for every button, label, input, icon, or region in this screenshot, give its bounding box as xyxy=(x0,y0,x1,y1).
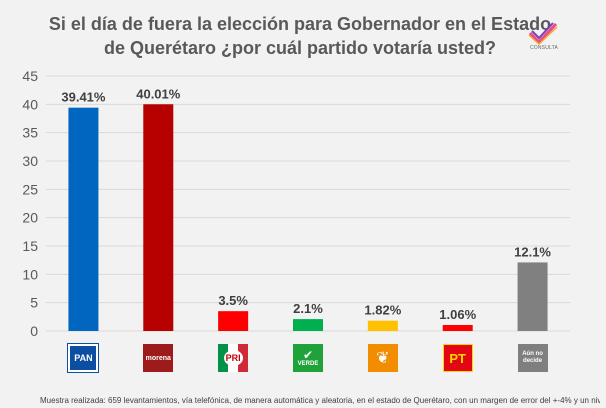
y-tick-label: 30 xyxy=(22,153,38,169)
bar xyxy=(517,262,548,331)
verde-logo: ✔ VERDE xyxy=(293,344,323,372)
gridlines xyxy=(46,75,570,332)
x-tick-label: PAN xyxy=(74,353,93,363)
pri-logo: PRI xyxy=(218,344,249,372)
bar xyxy=(143,104,174,331)
y-tick-label: 35 xyxy=(22,125,38,141)
toucan-icon: ✔ xyxy=(302,348,314,362)
bar xyxy=(218,311,249,331)
y-tick-label: 40 xyxy=(22,96,38,112)
bars xyxy=(68,104,548,331)
data-labels: 39.41% 40.01% 3.5% 2.1% 1.82% 1.06% 12.1% xyxy=(61,86,551,322)
x-tick-label: PT xyxy=(449,350,467,366)
chart-title: Si el día de fuera la elección para Gobe… xyxy=(48,14,552,58)
data-label: 39.41% xyxy=(61,90,106,105)
bar xyxy=(68,107,99,331)
y-tick-label: 0 xyxy=(30,323,38,339)
y-axis-ticks: 0 5 10 15 20 25 30 35 40 45 xyxy=(22,68,38,339)
data-label: 12.1% xyxy=(514,244,551,259)
undecided-logo: Aún no decide xyxy=(517,344,548,372)
consulta-logo: CONSULTA xyxy=(526,22,560,52)
x-tick-label: morena xyxy=(145,354,171,362)
footnote: Muestra realizada: 659 levantamientos, v… xyxy=(40,396,600,405)
y-tick-label: 25 xyxy=(22,181,38,197)
check-mark-icon xyxy=(528,22,558,46)
y-tick-label: 5 xyxy=(30,295,38,311)
data-label: 40.01% xyxy=(136,86,181,101)
bar xyxy=(293,319,323,331)
x-tick-label: Aún no decide xyxy=(522,351,543,364)
data-label: 3.5% xyxy=(218,293,248,308)
data-label: 2.1% xyxy=(293,301,323,316)
y-tick-label: 10 xyxy=(22,266,38,282)
eagle-icon: ❦ xyxy=(376,350,390,367)
x-tick-label: PRI xyxy=(223,350,243,366)
data-label: 1.82% xyxy=(364,303,401,318)
mc-logo: ❦ xyxy=(367,344,398,372)
pt-logo: PT xyxy=(442,344,473,372)
pan-logo: PAN xyxy=(67,343,100,373)
morena-logo: morena xyxy=(143,344,174,372)
data-label: 1.06% xyxy=(439,307,476,322)
y-tick-label: 45 xyxy=(22,68,38,84)
bar xyxy=(367,320,398,331)
y-tick-label: 15 xyxy=(22,238,38,254)
y-tick-label: 20 xyxy=(22,210,38,226)
bar xyxy=(442,324,473,331)
brand-text: CONSULTA xyxy=(529,45,559,51)
x-tick-label: VERDE xyxy=(297,361,319,367)
